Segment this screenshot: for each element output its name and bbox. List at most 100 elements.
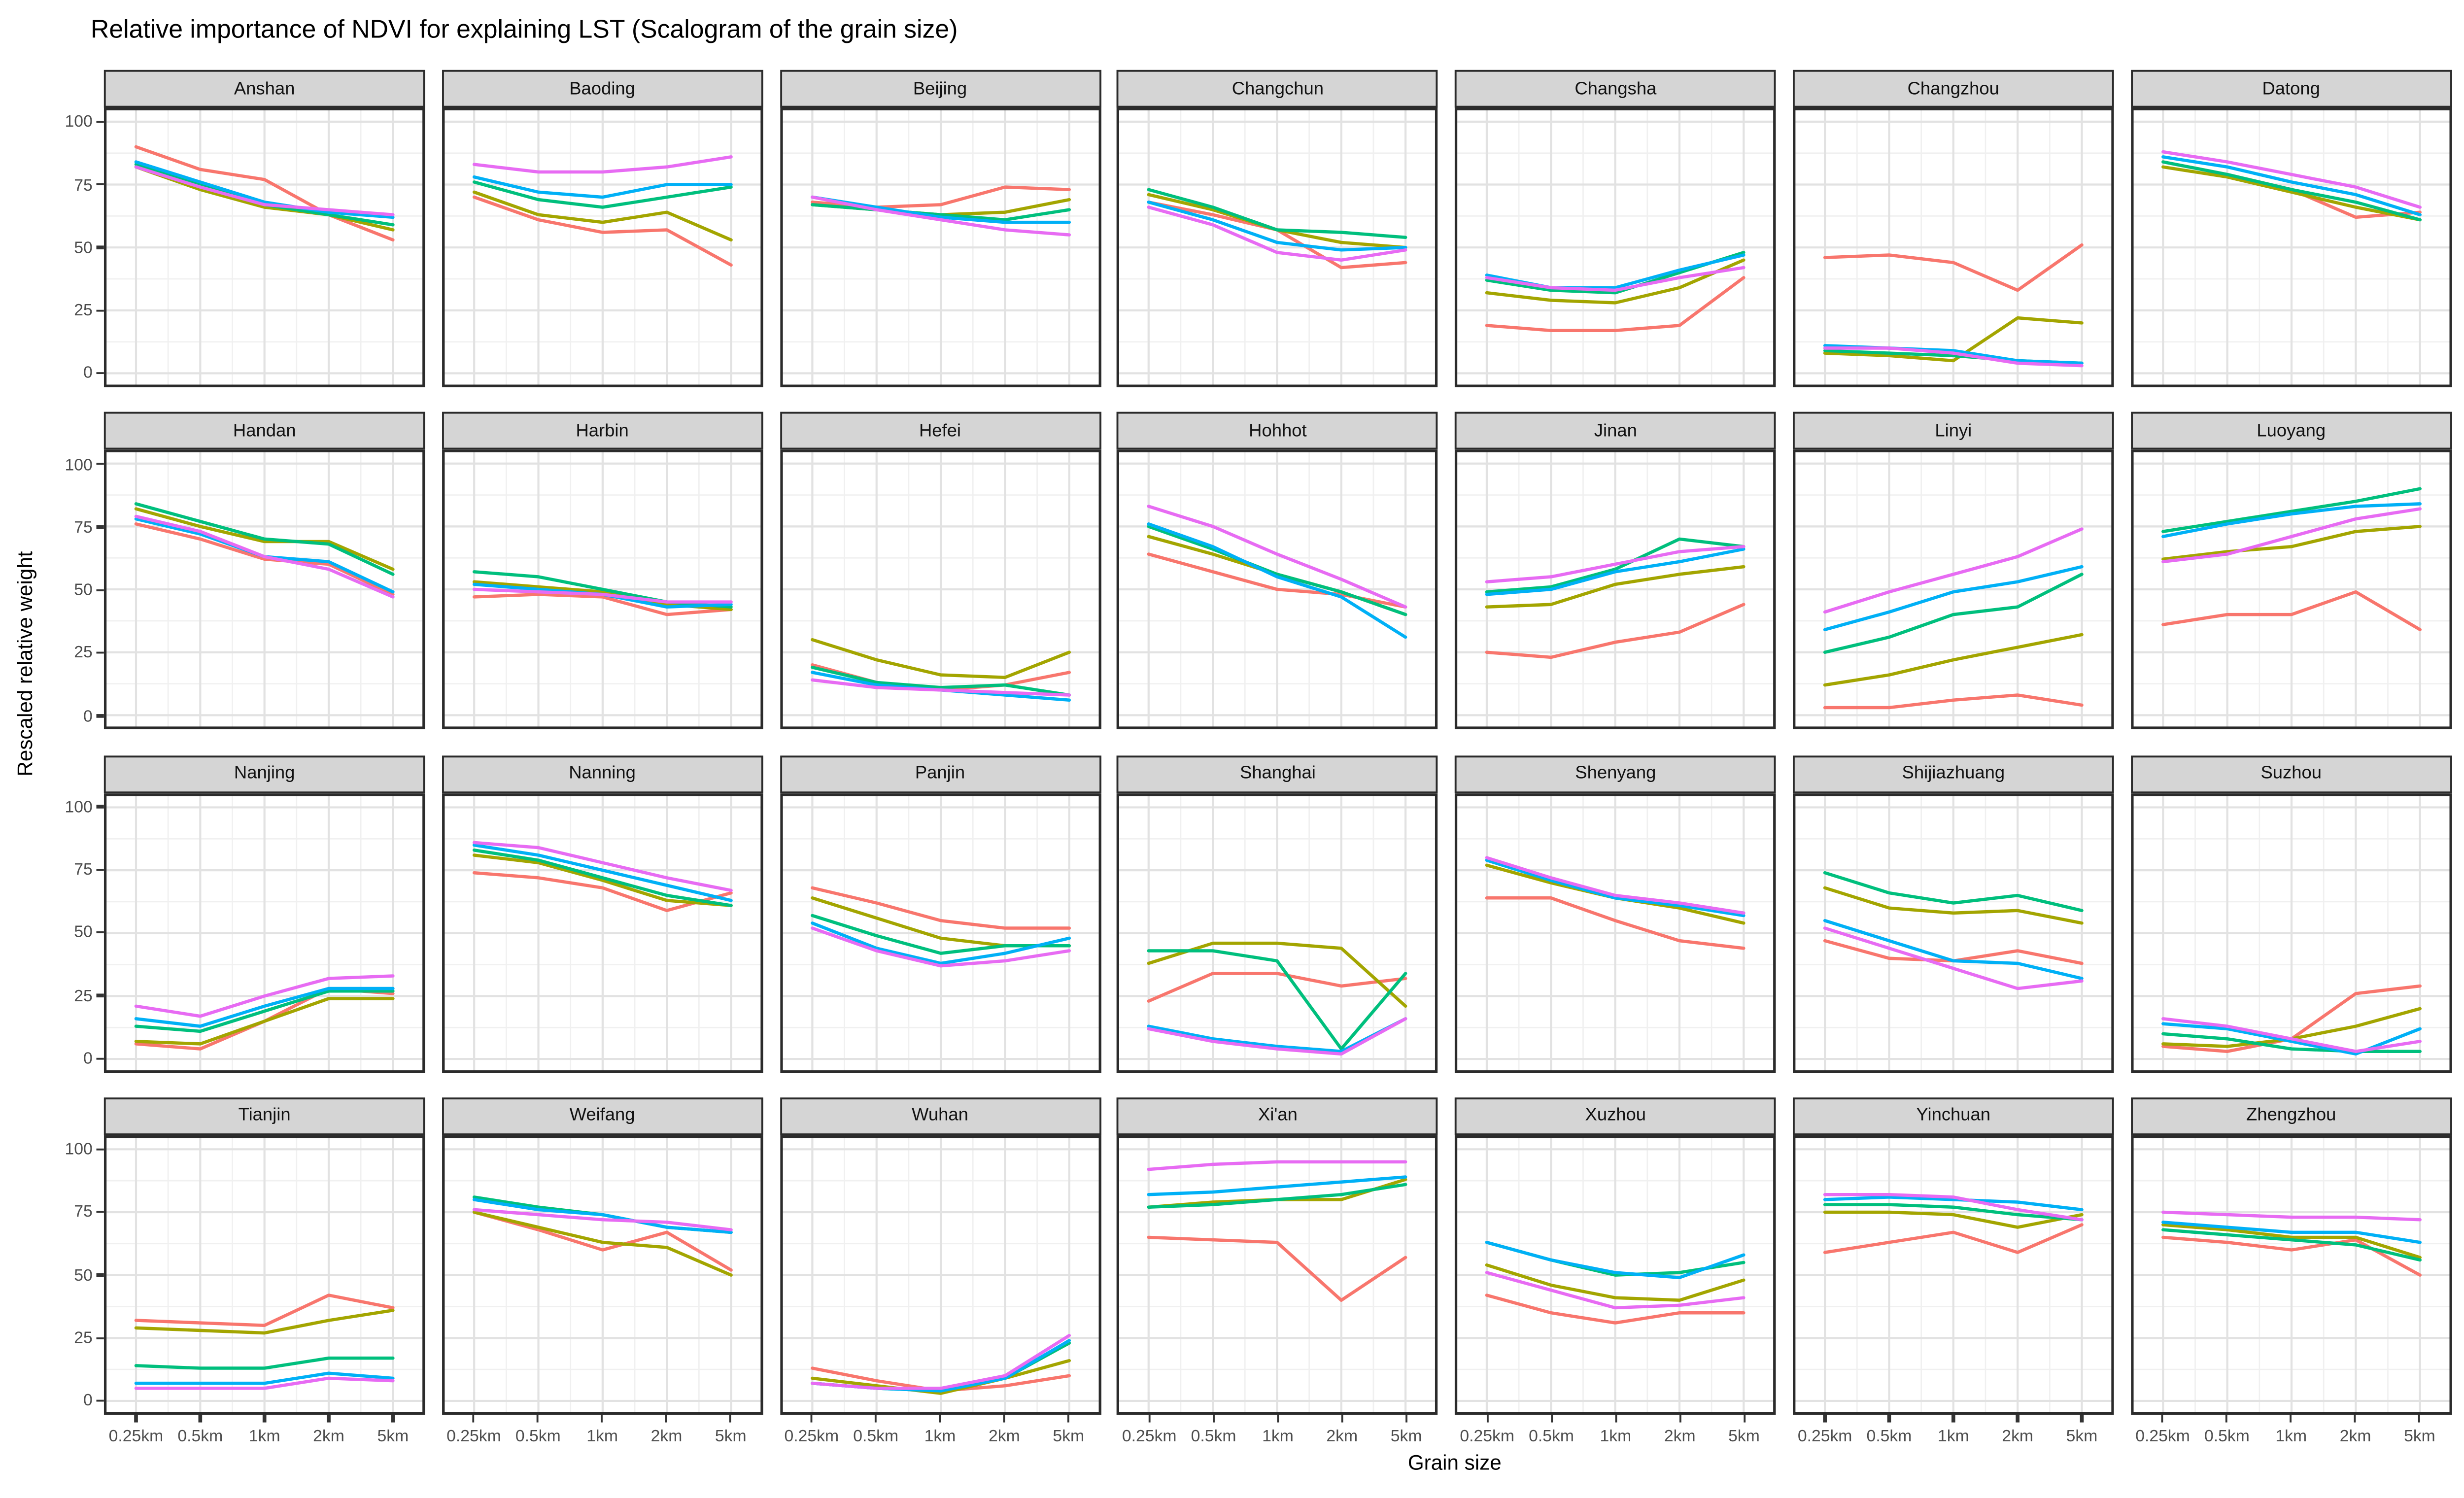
facet-hefei: Hefei [779, 412, 1101, 730]
facet-panel [1455, 792, 1777, 1072]
facet-strip-label: Datong [2130, 69, 2452, 108]
series-line-40km [810, 666, 1070, 697]
series-line-40km [1148, 525, 1408, 617]
y-tick-label: 75 [74, 1202, 93, 1221]
facet-panel [779, 792, 1101, 1072]
facet-strip-label: Shijiazhuang [1792, 754, 2114, 793]
series-line-50km [1485, 548, 1746, 597]
y-tick-label: 50 [74, 922, 93, 942]
series-line-60km [1148, 505, 1408, 610]
x-tick-mark [2290, 1414, 2293, 1423]
series-line-60km [1485, 545, 1746, 584]
facet-yinchuan: Yinchuan [1792, 1097, 2114, 1415]
series-line-50km [1485, 1240, 1746, 1279]
series-line-20km [1823, 1223, 2084, 1254]
series-line-50km [1485, 857, 1746, 917]
y-tick-mark [96, 246, 104, 249]
series-line-50km [2161, 503, 2422, 539]
x-tick-mark [2418, 1414, 2421, 1423]
series-line-60km [1823, 1192, 2084, 1222]
series-line-60km [134, 1376, 395, 1390]
x-tick-mark [391, 1414, 395, 1423]
series-line-50km [472, 1197, 733, 1234]
x-tick-label: 0.5km [2204, 1426, 2250, 1445]
facet-panel [2130, 792, 2452, 1072]
x-tick-label: 0.25km [2135, 1426, 2190, 1445]
y-tick-mark [96, 1336, 104, 1339]
series-line-30km [134, 508, 395, 572]
facet-panel [442, 792, 763, 1072]
chart-title: Relative importance of NDVI for explaini… [91, 15, 958, 44]
x-tick-mark [938, 1414, 942, 1423]
facet-strip-label: Changchun [1117, 69, 1438, 108]
series-line-60km [1823, 925, 2084, 989]
x-tick-mark [2016, 1414, 2019, 1423]
x-tick-mark [2225, 1414, 2228, 1423]
series-line-40km [1823, 1202, 2084, 1222]
series-line-50km [472, 175, 733, 199]
x-tick-label: 2km [313, 1426, 344, 1445]
x-tick-mark [2161, 1414, 2164, 1423]
series-line-40km [1485, 538, 1746, 594]
series-line-40km [810, 913, 1070, 954]
facet-panel [1117, 792, 1438, 1072]
x-tick-label: 5km [2066, 1426, 2098, 1445]
facet-datong: Datong [2130, 69, 2452, 387]
series-line-50km [1823, 1195, 2084, 1211]
x-tick-label: 1km [248, 1426, 280, 1445]
series-line-20km [810, 885, 1070, 929]
x-tick-label: 0.5km [177, 1426, 223, 1445]
x-tick-label: 1km [586, 1426, 618, 1445]
series-line-60km [134, 165, 395, 217]
x-tick-label: 5km [2404, 1426, 2435, 1445]
facet-strip-label: Jinan [1455, 412, 1777, 450]
facet-strip-label: Zhengzhou [2130, 1097, 2452, 1135]
facet-panel [1117, 107, 1438, 387]
x-tick-label: 5km [1390, 1426, 1422, 1445]
series-line-30km [810, 639, 1070, 680]
series-line-40km [134, 988, 395, 1032]
x-tick-mark [1614, 1414, 1617, 1423]
series-line-40km [1148, 188, 1408, 239]
series-line-50km [1823, 918, 2084, 980]
series-line-20km [1485, 1293, 1746, 1325]
series-line-50km [810, 195, 1070, 224]
series-line-50km [134, 986, 395, 1027]
series-line-40km [1148, 948, 1408, 1050]
x-tick-mark [1340, 1414, 1343, 1423]
y-tick-mark [96, 372, 104, 375]
facet-panel [442, 107, 763, 387]
x-tick-label: 5km [1053, 1426, 1085, 1445]
y-tick-mark [96, 1273, 104, 1276]
y-axis-title: Rescaled relative weight [15, 551, 38, 777]
series-line-60km [2161, 1210, 2422, 1222]
series-line-50km [1148, 523, 1408, 640]
x-tick-label: 0.25km [784, 1426, 839, 1445]
series-line-20km [472, 195, 733, 267]
facet-harbin: Harbin [442, 412, 763, 730]
x-tick-label: 5km [1728, 1426, 1760, 1445]
facet-panel [2130, 107, 2452, 387]
facet-panel [103, 107, 425, 387]
y-tick-label: 50 [74, 238, 93, 257]
facet-strip-label: Linyi [1792, 412, 2114, 450]
series-line-60km [1148, 1160, 1408, 1171]
y-tick-mark [96, 463, 104, 466]
x-tick-label: 2km [650, 1426, 683, 1445]
x-tick-label: 5km [715, 1426, 747, 1445]
y-tick-label: 100 [65, 111, 93, 131]
series-line-40km [134, 1356, 395, 1370]
series-line-30km [1485, 258, 1746, 305]
facet-tianjin: Tianjin [103, 1097, 425, 1415]
x-tick-label: 1km [1937, 1426, 1969, 1445]
x-tick-label: 0.25km [108, 1426, 164, 1445]
facet-strip-label: Shenyang [1455, 754, 1777, 793]
x-tick-label: 2km [988, 1426, 1020, 1445]
series-line-50km [1823, 565, 2084, 632]
series-line-30km [1823, 1210, 2084, 1229]
x-tick-label: 0.25km [1460, 1426, 1514, 1445]
series-line-40km [134, 503, 395, 577]
facet-strip-label: Hohhot [1117, 412, 1438, 450]
y-tick-label: 25 [74, 985, 93, 1005]
facet-strip-label: Panjin [779, 754, 1101, 793]
